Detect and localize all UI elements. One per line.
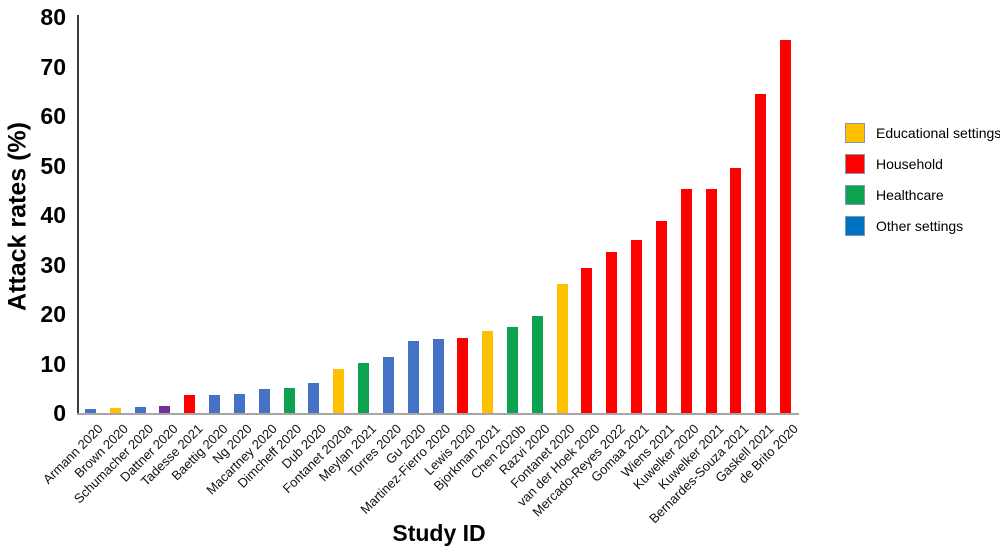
bar-de-brito-2020 (780, 40, 792, 413)
bar-razvi-2020 (531, 316, 543, 413)
bar-tadesse-2021 (184, 395, 196, 413)
legend-label-healthcare: Healthcare (876, 186, 944, 203)
bar-torres-2020 (382, 357, 394, 413)
bar-mercado-reyes-2022 (606, 252, 618, 413)
bar-lewis-2020 (457, 338, 469, 413)
legend-swatch-household (845, 153, 865, 174)
bar-bjorkman-2021 (482, 330, 494, 413)
bar-gaskell-2021 (755, 93, 767, 413)
x-axis-title: Study ID (392, 520, 486, 546)
bar-fontanet-2020 (556, 284, 568, 413)
legend-label-household: Household (876, 155, 943, 172)
bar-chen-2020b (506, 327, 518, 413)
y-tick-label-0: 0 (53, 400, 66, 426)
legend-item-other-settings: Other settings (845, 215, 1000, 236)
bar-wiens-2021 (655, 221, 667, 413)
bar-bernardes-souza-2021 (730, 168, 742, 413)
legend-swatch-other-settings (845, 215, 865, 236)
x-axis-line (77, 413, 799, 415)
bar-gu-2020 (407, 341, 419, 413)
legend-label-other-settings: Other settings (876, 217, 964, 234)
legend-item-educational-settings: Educational settings (845, 122, 1000, 143)
legend-label-educational-settings: Educational settings (876, 124, 1000, 141)
legend-item-healthcare: Healthcare (845, 184, 1000, 205)
bar-ng-2020 (233, 393, 245, 413)
y-tick-label-60: 60 (40, 103, 66, 129)
y-tick-label-50: 50 (40, 152, 66, 179)
bar-kuwelker-2020 (680, 189, 692, 413)
bar-schumacher-2020 (134, 407, 146, 413)
y-tick-label-70: 70 (40, 53, 66, 80)
bar-armann-2020 (84, 409, 96, 413)
legend-item-household: Household (845, 153, 1000, 174)
bar-macartney-2020 (258, 389, 270, 413)
bar-gomaa-2021 (631, 239, 643, 413)
bar-fontanet-2020a (333, 368, 345, 413)
y-tick-label-40: 40 (40, 202, 66, 228)
bar-baettig-2020 (209, 394, 221, 413)
legend: Educational settings Household Healthcare O… (845, 122, 1000, 246)
bar-dub-2020 (308, 382, 320, 413)
y-tick-label-30: 30 (40, 251, 66, 278)
bar-brown-2020 (109, 408, 121, 413)
bar-dimcheff-2020 (283, 388, 295, 413)
y-axis-line (77, 15, 79, 414)
y-tick-label-20: 20 (40, 301, 66, 327)
legend-swatch-educational-settings (845, 122, 865, 143)
y-tick-label-80: 80 (40, 4, 66, 30)
bar-kuwelker-2021 (705, 189, 717, 413)
bar-van-der-hoek-2020 (581, 268, 593, 413)
legend-swatch-healthcare (845, 184, 865, 205)
y-tick-label-10: 10 (40, 350, 66, 377)
bar-martinez-fierro-2020 (432, 338, 444, 413)
bar-meylan-2021 (358, 363, 370, 413)
bar-dattner-2020 (159, 406, 171, 413)
